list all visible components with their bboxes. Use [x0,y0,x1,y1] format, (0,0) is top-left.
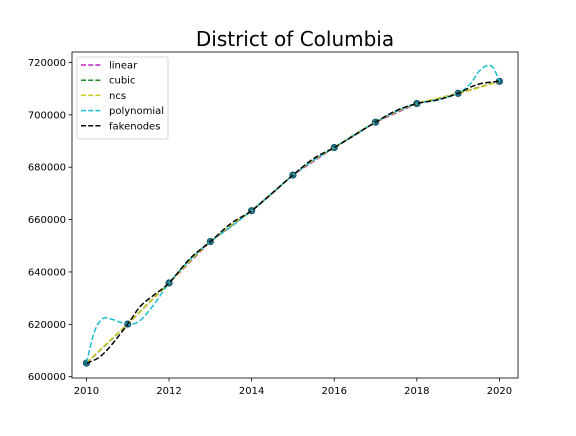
chart-title: District of Columbia [196,27,394,51]
legend-label-ncs: ncs [109,91,126,102]
y-tick-label: 600000 [28,372,66,383]
legend-label-cubic: cubic [109,76,135,87]
legend-label-polynomial: polynomial [109,106,164,117]
y-tick-label: 700000 [28,110,66,121]
y-tick-label: 680000 [28,163,66,174]
x-tick-label: 2014 [239,386,264,397]
legend-label-fakenodes: fakenodes [109,121,160,132]
axes: 2010 2012 2014 2016 2018 2020 600000 620000 6400… [28,51,519,397]
x-tick-label: 2018 [404,386,429,397]
plot-area [82,64,504,367]
y-tick-label: 720000 [28,58,66,69]
y-tick-label: 660000 [28,215,66,226]
y-tick-label: 620000 [28,320,66,331]
x-tick-label: 2010 [74,386,99,397]
legend-label-linear: linear [109,61,138,72]
x-tick-label: 2016 [322,386,347,397]
axes-frame [71,51,519,379]
legend: linear cubic ncs polynomial fakenodes [76,56,169,140]
legend-box [76,56,169,140]
x-tick-label: 2012 [156,386,181,397]
y-tick-label: 640000 [28,267,66,278]
x-tick-label: 2020 [487,386,512,397]
